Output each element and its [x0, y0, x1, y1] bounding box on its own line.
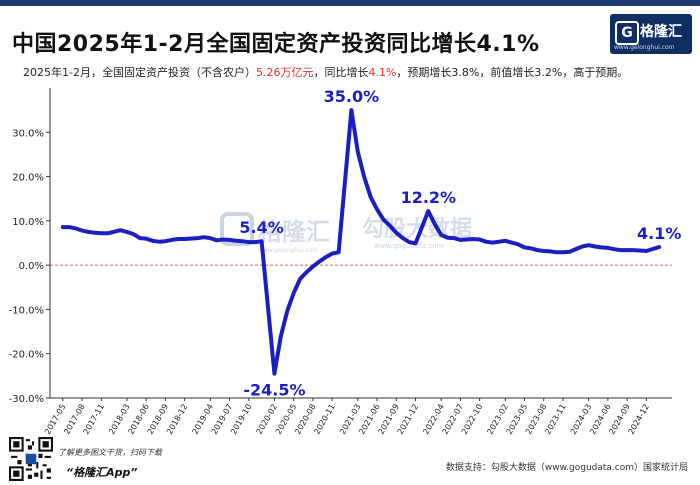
y-tick-label: 20.0%: [12, 173, 44, 184]
watermark-logo-icon: [220, 212, 254, 246]
chart-title: 中国2025年1-2月全国固定资产投资同比增长4.1%: [12, 32, 540, 57]
y-tick-label: 10.0%: [12, 217, 44, 228]
chart-subtitle: 2025年1-2月，全国固定资产投资（不含农户）5.26万亿元，同比增长4.1%…: [23, 64, 628, 80]
qr-code-icon: [9, 437, 53, 481]
subtitle-highlight-amount: 5.26万亿元: [255, 66, 314, 79]
logo-url: www.gelonghui.com: [614, 44, 675, 51]
footer-promo: 了解更多图文干货，扫码下载: [58, 448, 162, 457]
logo-name: 格隆汇: [640, 24, 682, 40]
series-line: [60, 108, 662, 376]
subtitle-part: ，预期增长3.8%，前值增长3.2%，高于预期。: [396, 66, 629, 79]
watermark-url: www.gelonghui.com: [258, 247, 319, 254]
y-tick-label: 0.0%: [19, 261, 44, 272]
watermark-text: 格隆汇: [258, 218, 330, 246]
data-label: 4.1%: [637, 224, 681, 243]
y-tick-label: -10.0%: [9, 305, 44, 316]
data-label: 5.4%: [239, 218, 283, 237]
brand-logo: G 格隆汇 www.gelonghui.com: [610, 14, 692, 54]
y-tick-label: -30.0%: [9, 394, 44, 405]
label-layer: 5.4% -24.5% 35.0% 12.2% 4.1%: [239, 87, 681, 400]
top-accent-bar: [0, 0, 700, 6]
data-source: 数据支持：勾股大数据（www.gogudata.com）国家统计局: [445, 463, 688, 473]
footer-app-name: “格隆汇App”: [66, 466, 138, 479]
y-tick-label: 30.0%: [12, 128, 44, 139]
y-tick-label: -20.0%: [9, 350, 44, 361]
watermark-url: www.gogudata.com: [374, 242, 443, 250]
subtitle-part: 2025年1-2月，全国固定资产投资（不含农户）: [23, 66, 256, 79]
data-label: 35.0%: [324, 87, 380, 106]
data-label: 12.2%: [401, 188, 457, 207]
data-label: -24.5%: [243, 381, 305, 400]
subtitle-highlight-growth: 4.1%: [368, 66, 397, 79]
logo-mark-icon: G: [615, 21, 639, 45]
subtitle-part: ，同比增长: [313, 66, 369, 79]
axes-layer: -30.0%-20.0%-10.0%0.0%10.0%20.0%30.0%201…: [9, 88, 672, 436]
series-layer: [60, 108, 662, 376]
